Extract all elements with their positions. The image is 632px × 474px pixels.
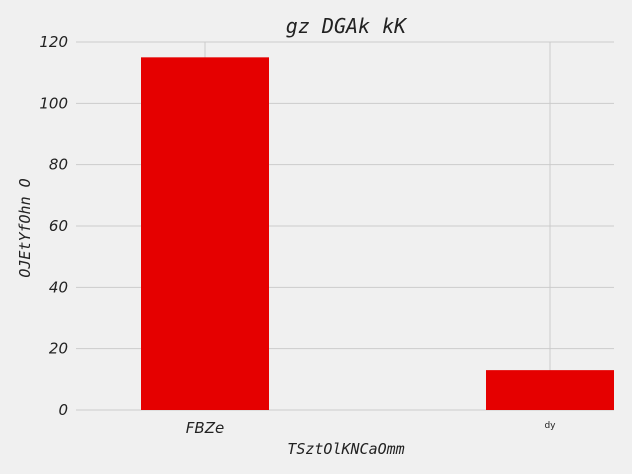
x-axis-label: TSztOlKNCaOmm bbox=[287, 440, 404, 458]
y-tick-label: 60 bbox=[49, 217, 68, 235]
y-tick-label: 100 bbox=[39, 94, 68, 112]
bars bbox=[141, 57, 614, 410]
y-tick-label: 0 bbox=[58, 401, 68, 419]
x-tick-label: FBZe bbox=[186, 419, 224, 437]
chart-title: gz DGAk kK bbox=[286, 14, 408, 38]
y-axis-label: OJEtYfOhn O bbox=[16, 178, 34, 277]
x-tick-label: dy bbox=[544, 421, 556, 431]
bar-fbze bbox=[141, 57, 269, 410]
y-tick-label: 120 bbox=[39, 33, 68, 51]
y-tick-label: 20 bbox=[49, 340, 68, 358]
y-tick-label: 80 bbox=[49, 156, 68, 174]
x-tick-labels: FBZe dy bbox=[186, 419, 556, 437]
y-tick-labels: 0 20 40 60 80 100 120 bbox=[39, 33, 68, 419]
bar-dy bbox=[486, 370, 614, 410]
y-tick-label: 40 bbox=[49, 278, 68, 296]
